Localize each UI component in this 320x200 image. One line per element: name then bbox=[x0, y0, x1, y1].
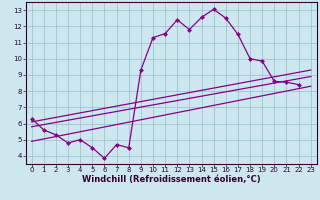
X-axis label: Windchill (Refroidissement éolien,°C): Windchill (Refroidissement éolien,°C) bbox=[82, 175, 260, 184]
